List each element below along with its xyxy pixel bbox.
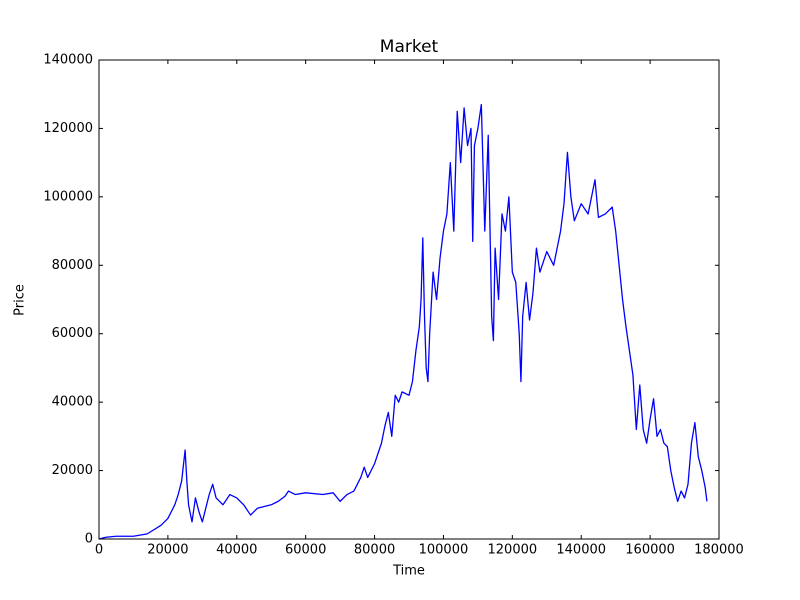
x-tick-label: 80000	[354, 543, 395, 558]
y-tick-label: 60000	[52, 326, 93, 341]
y-tick-label: 20000	[52, 463, 93, 478]
chart-title: Market	[380, 37, 439, 57]
y-tick-label: 0	[85, 532, 93, 547]
x-tick-label: 40000	[216, 543, 257, 558]
x-tick-label: 0	[95, 543, 103, 558]
x-tick-label: 20000	[147, 543, 188, 558]
x-tick-label: 120000	[488, 543, 538, 558]
y-tick-label: 80000	[52, 258, 93, 273]
x-tick-label: 160000	[625, 543, 675, 558]
price-line	[98, 103, 708, 540]
x-tick-label: 60000	[285, 543, 326, 558]
y-tick-label: 120000	[43, 121, 93, 136]
y-tick-label: 140000	[43, 53, 93, 68]
x-tick-label: 180000	[694, 543, 744, 558]
x-tick-label: 140000	[556, 543, 606, 558]
y-axis-label: Price	[13, 284, 28, 316]
x-tick-label: 100000	[419, 543, 469, 558]
x-axis-label: Time	[392, 564, 425, 579]
y-tick-label: 40000	[52, 395, 93, 410]
plot-frame	[98, 59, 720, 540]
y-tick-label: 100000	[43, 189, 93, 204]
